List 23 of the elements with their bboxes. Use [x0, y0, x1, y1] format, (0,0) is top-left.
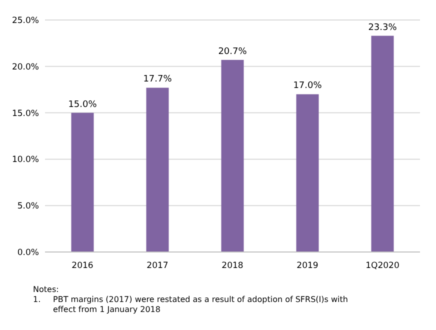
bar: [146, 88, 169, 252]
data-label: 23.3%: [368, 22, 398, 33]
y-tick-label: 25.0%: [12, 16, 39, 26]
y-tick-label: 0.0%: [17, 248, 39, 258]
y-tick-label: 5.0%: [17, 202, 39, 212]
data-label: 17.7%: [143, 74, 172, 85]
x-tick-label: 2017: [146, 261, 168, 271]
bar: [221, 60, 244, 252]
y-tick-label: 20.0%: [12, 62, 39, 72]
data-label: 20.7%: [218, 46, 248, 57]
bar: [296, 94, 319, 252]
data-label: 17.0%: [293, 81, 322, 92]
bar: [371, 36, 394, 252]
x-tick-label: 2019: [296, 261, 318, 271]
y-tick-label: 10.0%: [12, 155, 39, 166]
text: Notes:: [33, 285, 59, 294]
x-tick-label: 2016: [72, 261, 94, 271]
bar: [71, 112, 94, 252]
text: 1. PBT margins (2017) were restated as a result of adoption of SFRS(I)s with effect from 1 January 2018: [33, 295, 348, 314]
data-label: 15.0%: [68, 100, 98, 110]
x-tick-label: 2018: [222, 261, 244, 271]
x-tick-label: 1Q2020: [366, 261, 400, 271]
y-tick-label: 15.0%: [12, 108, 39, 119]
